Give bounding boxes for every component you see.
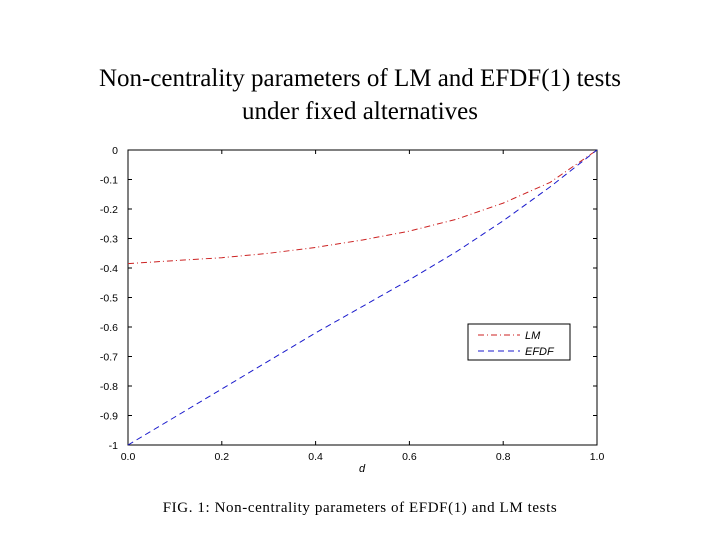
y-tick-label: -0.9 [100, 411, 118, 423]
y-tick-label: -0.5 [100, 293, 118, 305]
series-line-lm [127, 149, 598, 265]
x-tick-label: 0.0 [121, 451, 136, 463]
y-tick-label: -0.7 [100, 352, 118, 364]
x-axis-label: d [359, 463, 366, 475]
figure-caption: FIG. 1: Non-centrality parameters of EFD… [0, 500, 720, 517]
plot-frame [127, 149, 598, 446]
y-tick-label: 0 [112, 145, 118, 157]
y-tick-label: -0.4 [100, 263, 118, 275]
caption-label: FIG. 1: [162, 500, 211, 516]
slide-title-line-1: Non-centrality parameters of LM and EFDF… [98, 65, 622, 92]
y-tick-label: -0.1 [100, 175, 118, 187]
x-tick-label: 0.6 [402, 451, 417, 463]
y-tick-label: -1 [109, 440, 118, 452]
x-axis: 0.0 0.2 0.4 0.6 0.8 1.0 [121, 150, 605, 463]
y-tick-label: -0.6 [100, 322, 118, 334]
x-tick-label: 0.4 [308, 451, 323, 463]
x-tick-label: 0.8 [496, 451, 511, 463]
slide-title-line-2: under fixed alternatives [241, 98, 478, 125]
y-tick-label: -0.8 [100, 381, 118, 393]
legend-label-lm: LM [525, 330, 541, 342]
legend-label-efdf: EFDF [525, 346, 555, 358]
legend: LM EFDF [467, 323, 571, 361]
series-line-efdf [127, 149, 598, 446]
caption-text: Non-centrality parameters of EFDF(1) and… [214, 500, 558, 516]
series-group [127, 149, 598, 446]
legend-box [467, 323, 571, 361]
y-tick-label: -0.2 [100, 204, 118, 216]
x-tick-label: 1.0 [590, 451, 605, 463]
slide-title: Non-centrality parameters of LM and EFDF… [0, 62, 720, 128]
y-tick-label: -0.3 [100, 234, 118, 246]
y-axis: 0 -0.1 -0.2 -0.3 -0.4 -0.5 -0.6 -0.7 -0.8 -0.9 -1 [100, 145, 597, 452]
x-tick-label: 0.2 [214, 451, 229, 463]
